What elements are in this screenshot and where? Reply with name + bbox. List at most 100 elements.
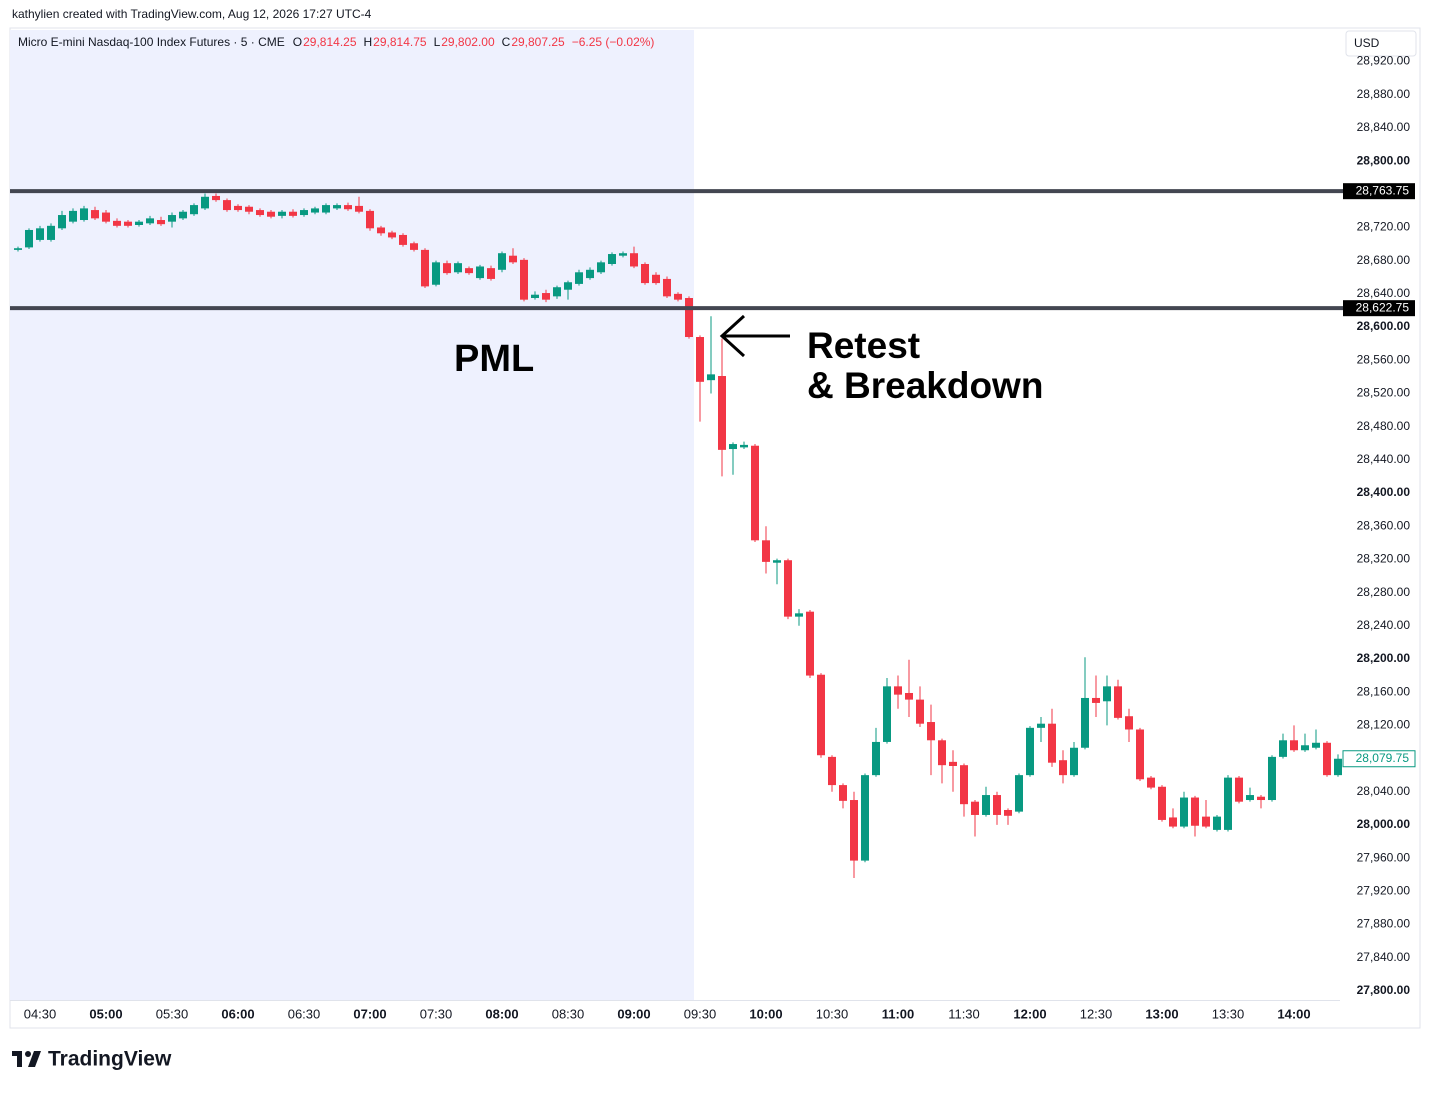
candle-body bbox=[773, 560, 781, 563]
candle-body bbox=[278, 211, 286, 216]
candle-body bbox=[531, 294, 539, 299]
plot bbox=[10, 189, 1343, 879]
candle-body bbox=[1136, 729, 1144, 780]
candle-body bbox=[289, 211, 297, 216]
candle-body bbox=[1059, 760, 1067, 776]
annotation: PML bbox=[454, 338, 534, 380]
candle-body bbox=[36, 228, 44, 240]
candle-body bbox=[1158, 786, 1166, 820]
candle-body bbox=[663, 278, 671, 297]
y-tick-label: 28,320.00 bbox=[1357, 552, 1411, 566]
y-tick-label: 28,840.00 bbox=[1357, 120, 1411, 134]
candle-body bbox=[740, 444, 748, 448]
candle-body bbox=[839, 785, 847, 801]
last-price-label: 28,079.75 bbox=[1356, 751, 1410, 765]
x-tick-label: 12:00 bbox=[1013, 1006, 1046, 1021]
y-tick-label: 28,040.00 bbox=[1357, 784, 1411, 798]
candle-body bbox=[487, 268, 495, 279]
x-tick-label: 13:00 bbox=[1145, 1006, 1178, 1021]
candle-body bbox=[806, 611, 814, 676]
candle-body bbox=[1279, 740, 1287, 757]
legend-key: C bbox=[502, 35, 511, 49]
candle-body bbox=[982, 795, 990, 815]
candle-body bbox=[817, 674, 825, 756]
logo bbox=[12, 1051, 41, 1067]
y-tick-label: 28,160.00 bbox=[1357, 684, 1411, 698]
candle-body bbox=[883, 686, 891, 742]
legend-value: 29,814.25 bbox=[303, 35, 357, 49]
x-tick-label: 06:00 bbox=[221, 1006, 254, 1021]
candle-body bbox=[432, 262, 440, 285]
candle-body bbox=[179, 211, 187, 219]
candle-body bbox=[619, 253, 627, 256]
level-label-box bbox=[1343, 183, 1415, 200]
candle-body bbox=[69, 210, 77, 222]
candle-body bbox=[91, 210, 99, 219]
y-tick-label: 28,640.00 bbox=[1357, 286, 1411, 300]
candle-body bbox=[421, 249, 429, 287]
candle-body bbox=[949, 761, 957, 767]
x-tick-label: 09:30 bbox=[684, 1006, 717, 1021]
candle-body bbox=[1004, 809, 1012, 816]
legend-value: 29,807.25 bbox=[511, 35, 565, 49]
candle-body bbox=[388, 232, 396, 238]
candle-body bbox=[454, 263, 462, 273]
x-tick-label: 05:00 bbox=[89, 1006, 122, 1021]
legend-change: −6.25 (−0.02%) bbox=[572, 35, 655, 49]
candle-body bbox=[355, 205, 363, 212]
annotation: Retest bbox=[807, 325, 920, 366]
candle-body bbox=[1081, 697, 1089, 748]
symbol: Micro E-mini Nasdaq-100 Index Futures · … bbox=[18, 35, 285, 49]
candle-body bbox=[861, 775, 869, 861]
y-tick-label: 27,800.00 bbox=[1357, 983, 1411, 997]
candle-body bbox=[366, 210, 374, 229]
candle-body bbox=[1147, 777, 1155, 788]
candle-body bbox=[399, 234, 407, 245]
candle-body bbox=[828, 756, 836, 786]
currency-box[interactable] bbox=[1345, 30, 1417, 57]
candle-body bbox=[696, 337, 704, 382]
candle-body bbox=[784, 560, 792, 617]
y-tick-label: 28,920.00 bbox=[1357, 54, 1411, 68]
candle-body bbox=[751, 445, 759, 541]
legend-key: O bbox=[293, 35, 302, 49]
candle-body bbox=[201, 196, 209, 209]
candle-body bbox=[267, 211, 275, 217]
candle-body bbox=[102, 212, 110, 222]
x-tick-label: 04:30 bbox=[24, 1006, 57, 1021]
candle-body bbox=[1037, 723, 1045, 728]
candle-body bbox=[1235, 777, 1243, 802]
candle-body bbox=[113, 220, 121, 226]
y-tick-label: 28,600.00 bbox=[1357, 319, 1411, 333]
candle-body bbox=[905, 692, 913, 700]
y-tick-label: 28,800.00 bbox=[1357, 153, 1411, 167]
y-tick-label: 28,560.00 bbox=[1357, 352, 1411, 366]
candle-body bbox=[443, 263, 451, 274]
candle-body bbox=[1202, 816, 1210, 827]
candle-body bbox=[586, 269, 594, 279]
y-tick-label: 28,520.00 bbox=[1357, 386, 1411, 400]
y-tick-label: 28,720.00 bbox=[1357, 220, 1411, 234]
legend-value: 29,802.00 bbox=[441, 35, 495, 49]
candle-body bbox=[652, 274, 660, 284]
candle-body bbox=[300, 210, 308, 216]
currency[interactable]: USD bbox=[1354, 36, 1380, 50]
x-tick-label: 07:00 bbox=[353, 1006, 386, 1021]
candle-body bbox=[938, 740, 946, 766]
legend-key: L bbox=[434, 35, 441, 49]
candle-body bbox=[729, 444, 737, 450]
candle-body bbox=[1048, 723, 1056, 763]
candle-body bbox=[1268, 756, 1276, 801]
y-tick-label: 27,840.00 bbox=[1357, 950, 1411, 964]
candle-body bbox=[608, 254, 616, 264]
candle-body bbox=[498, 253, 506, 270]
candle-body bbox=[1103, 686, 1111, 702]
candle-body bbox=[630, 253, 638, 267]
candle-body bbox=[762, 540, 770, 562]
candle-body bbox=[894, 686, 902, 695]
x-tick-label: 09:00 bbox=[617, 1006, 650, 1021]
candle-body bbox=[641, 263, 649, 284]
candle-body bbox=[993, 795, 1001, 815]
footer-brand: TradingView bbox=[48, 1048, 172, 1071]
